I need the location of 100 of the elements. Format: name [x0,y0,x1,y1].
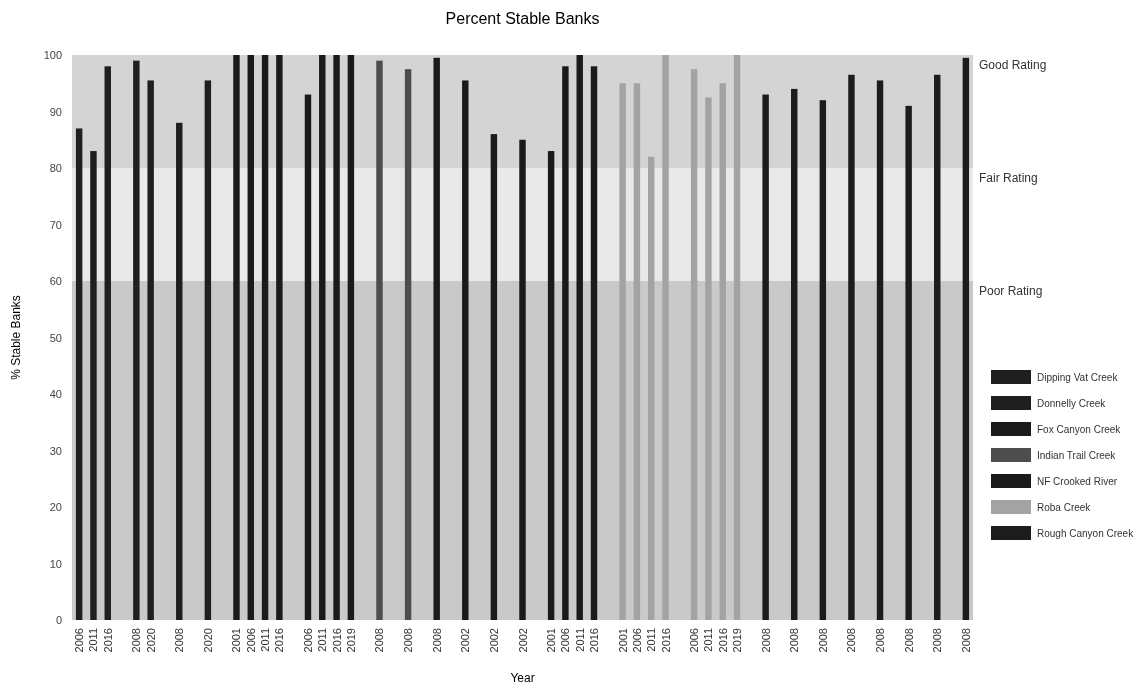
bar [462,80,469,620]
x-tick-label: 2001 [616,628,629,653]
bar [562,66,569,620]
x-tick-label: 2008 [173,628,186,653]
bar [147,80,154,620]
band-label: Poor Rating [979,284,1043,298]
x-tick-label: 2011 [573,628,586,652]
y-axis-title: % Stable Banks [9,295,23,380]
legend-label: Indian Trail Creek [1037,450,1117,461]
x-tick-label: 2001 [545,628,558,653]
x-tick-label: 2016 [716,628,729,653]
bar [934,74,941,620]
bar [347,55,355,620]
x-tick-label: 2016 [330,628,343,653]
bar [762,94,769,620]
bar [547,151,555,620]
bar [876,80,884,620]
x-tick-label: 2008 [430,628,443,653]
x-tick-label: 2006 [73,628,86,653]
bar [733,55,741,620]
x-tick-label: 2016 [273,628,286,653]
bar [490,134,498,620]
x-tick-label: 2002 [487,628,500,653]
legend-label: Donnelly Creek [1037,398,1107,409]
bar [905,105,912,620]
x-tick-label: 2020 [144,628,157,653]
x-tick-label: 2008 [902,628,915,653]
bar [247,55,254,620]
legend-label: Fox Canyon Creek [1037,424,1122,435]
bar [848,74,855,620]
y-tick-label: 20 [49,501,62,513]
bar [176,122,183,620]
x-tick-label: 2008 [845,628,858,653]
x-tick-label: 2019 [731,628,744,653]
bar [619,83,626,620]
bar [662,55,669,620]
bar [104,66,111,620]
bar [90,151,97,620]
bar [319,55,326,620]
legend-label: NF Crooked River [1037,476,1118,487]
chart-title: Percent Stable Banks [445,10,600,27]
bar [133,60,140,620]
x-tick-label: 2011 [259,628,272,652]
bar [633,83,641,620]
x-tick-label: 2008 [130,628,143,653]
x-tick-label: 2016 [101,628,114,653]
x-tick-label: 2002 [459,628,472,653]
legend-label: Dipping Vat Creek [1037,372,1119,383]
x-tick-label: 2011 [645,628,658,652]
x-tick-label: 2008 [759,628,772,653]
bar [962,57,970,620]
bar [576,55,583,620]
y-tick-label: 100 [43,49,62,61]
bar [333,55,340,620]
x-tick-label: 2001 [230,628,243,653]
bar [75,128,83,620]
legend-label: Rough Canyon Creek [1037,528,1135,539]
bar [590,66,598,620]
y-tick-label: 40 [49,388,62,400]
bar [376,60,383,620]
y-tick-label: 60 [49,275,62,287]
x-tick-label: 2020 [201,628,214,653]
bar [690,69,698,620]
bar [819,100,827,620]
y-tick-label: 30 [49,444,62,457]
legend-label: Roba Creek [1037,502,1092,513]
bar [233,55,240,620]
x-tick-label: 2011 [316,628,329,652]
x-axis-title: Year [510,671,535,685]
x-tick-label: 2008 [402,628,415,653]
bar [276,55,283,620]
band-label: Good Rating [979,58,1047,72]
x-tick-label: 2016 [659,628,672,653]
x-tick-label: 2008 [788,628,801,653]
bar [261,55,269,620]
bar [519,139,526,620]
x-tick-label: 2016 [588,628,601,653]
x-tick-label: 2006 [688,628,701,653]
bar [705,97,712,620]
x-tick-label: 2008 [959,628,972,653]
y-tick-label: 10 [49,557,62,570]
y-tick-label: 80 [49,162,62,174]
bar [791,88,798,620]
bar [204,80,212,620]
x-tick-label: 2008 [816,628,829,653]
y-tick-label: 70 [49,218,62,231]
bar [433,57,440,620]
bar [404,69,412,620]
band-label: Fair Rating [979,171,1038,185]
x-tick-label: 2006 [559,628,572,653]
x-tick-label: 2011 [87,628,100,652]
x-tick-label: 2006 [630,628,643,653]
y-tick-label: 0 [55,614,62,626]
x-tick-label: 2006 [244,628,257,653]
x-tick-label: 2008 [373,628,386,653]
x-tick-label: 2008 [874,628,887,653]
bar [648,156,655,620]
y-tick-label: 50 [49,331,62,344]
x-tick-label: 2006 [301,628,314,653]
x-tick-label: 2011 [702,628,715,652]
